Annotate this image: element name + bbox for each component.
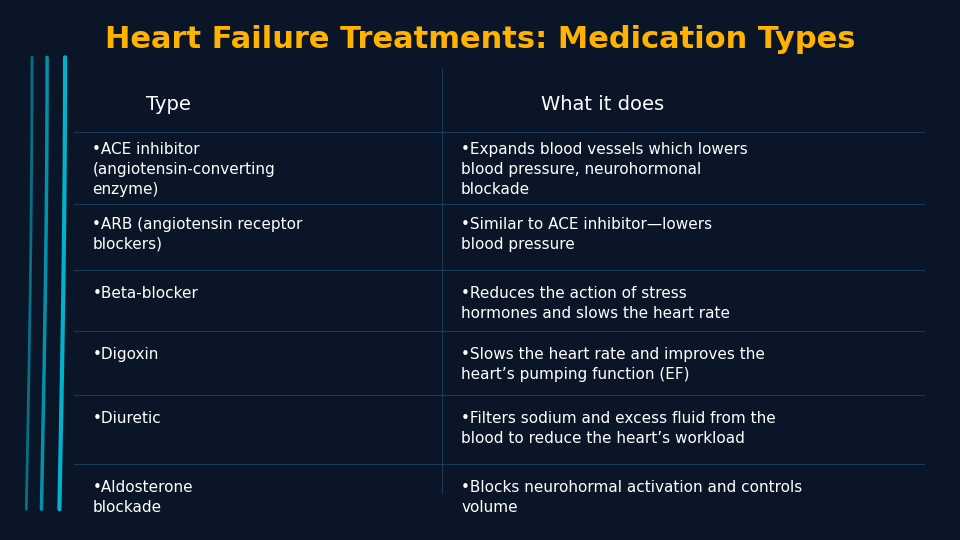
Text: Type: Type [146, 94, 190, 113]
Text: •ARB (angiotensin receptor
blockers): •ARB (angiotensin receptor blockers) [92, 217, 302, 252]
Text: •Reduces the action of stress
hormones and slows the heart rate: •Reduces the action of stress hormones a… [461, 286, 731, 321]
Text: •Beta-blocker: •Beta-blocker [92, 286, 199, 301]
Text: •Diuretic: •Diuretic [92, 411, 161, 426]
Text: •Aldosterone
blockade: •Aldosterone blockade [92, 480, 193, 515]
Text: •Digoxin: •Digoxin [92, 347, 158, 362]
Text: Heart Failure Treatments: Medication Types: Heart Failure Treatments: Medication Typ… [105, 25, 855, 55]
Text: •Similar to ACE inhibitor—lowers
blood pressure: •Similar to ACE inhibitor—lowers blood p… [461, 217, 712, 252]
Text: •ACE inhibitor
(angiotensin-converting
enzyme): •ACE inhibitor (angiotensin-converting e… [92, 143, 276, 197]
Text: •Slows the heart rate and improves the
heart’s pumping function (EF): •Slows the heart rate and improves the h… [461, 347, 765, 382]
Text: •Expands blood vessels which lowers
blood pressure, neurohormonal
blockade: •Expands blood vessels which lowers bloo… [461, 143, 748, 197]
Text: What it does: What it does [541, 94, 664, 113]
Text: •Filters sodium and excess fluid from the
blood to reduce the heart’s workload: •Filters sodium and excess fluid from th… [461, 411, 776, 446]
Text: •Blocks neurohormal activation and controls
volume: •Blocks neurohormal activation and contr… [461, 480, 803, 515]
